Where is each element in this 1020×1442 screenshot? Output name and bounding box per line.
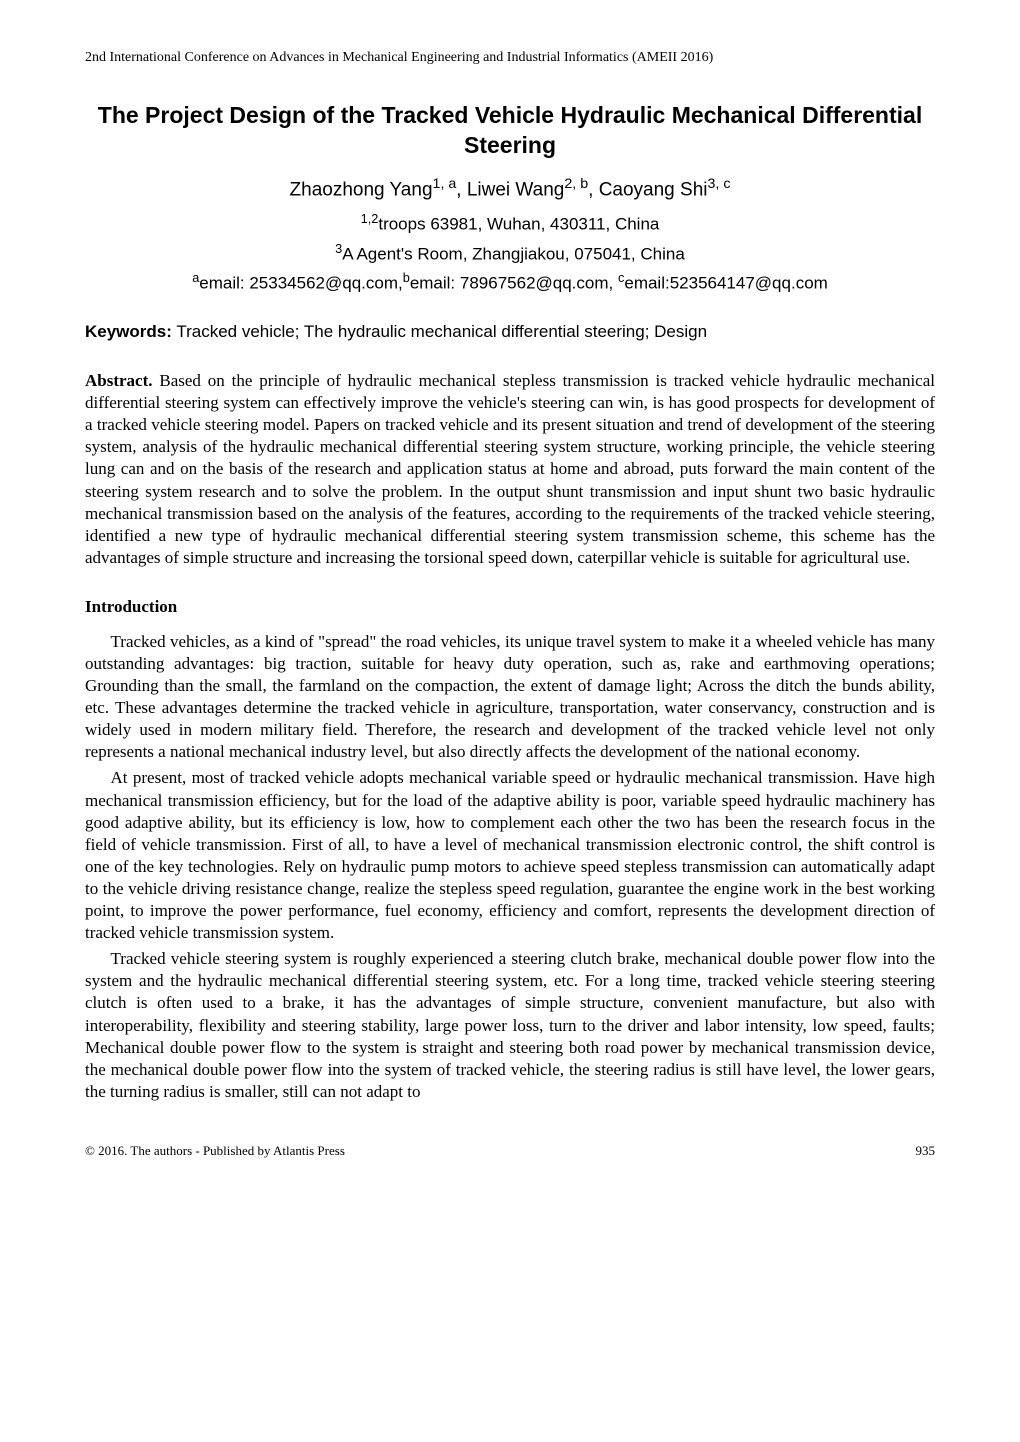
abstract-label: Abstract. (85, 371, 153, 390)
keywords-label: Keywords: (85, 322, 172, 341)
section-heading: Introduction (85, 597, 935, 617)
affiliation-1: 1,2troops 63981, Wuhan, 430311, China (85, 211, 935, 235)
copyright-text: © 2016. The authors - Published by Atlan… (85, 1143, 345, 1159)
page-number: 935 (916, 1143, 936, 1159)
author-emails: aemail: 25334562@qq.com,bemail: 78967562… (85, 270, 935, 294)
page-footer: © 2016. The authors - Published by Atlan… (85, 1143, 935, 1159)
abstract-text: Based on the principle of hydraulic mech… (85, 371, 935, 567)
conference-header: 2nd International Conference on Advances… (85, 50, 935, 66)
abstract-block: Abstract. Based on the principle of hydr… (85, 370, 935, 569)
body-paragraph: Tracked vehicles, as a kind of "spread" … (85, 631, 935, 764)
keywords-line: Keywords: Tracked vehicle; The hydraulic… (85, 322, 935, 342)
body-paragraph: At present, most of tracked vehicle adop… (85, 767, 935, 944)
affiliation-2: 3A Agent's Room, Zhangjiakou, 075041, Ch… (85, 241, 935, 265)
body-paragraph: Tracked vehicle steering system is rough… (85, 948, 935, 1103)
keywords-text: Tracked vehicle; The hydraulic mechanica… (172, 322, 707, 341)
section-introduction: Introduction Tracked vehicles, as a kind… (85, 597, 935, 1103)
authors-line: Zhaozhong Yang1, a, Liwei Wang2, b, Caoy… (85, 176, 935, 201)
paper-title: The Project Design of the Tracked Vehicl… (85, 101, 935, 161)
